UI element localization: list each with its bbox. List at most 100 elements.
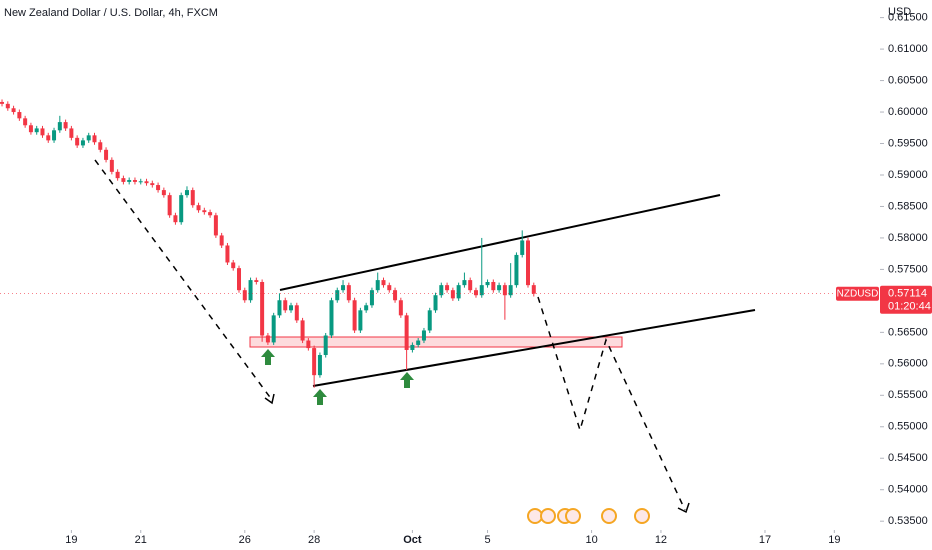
candle-body [190,190,195,206]
candle-body [306,340,311,349]
candle-body [508,285,513,296]
candle-body [265,335,270,343]
candle-body [346,285,351,301]
candle-body [468,280,473,291]
candle-body [497,285,502,291]
candle-body [57,122,62,131]
y-tick-label: 0.59000 [888,169,928,181]
y-tick-label: 0.60500 [888,74,928,86]
y-tick-label: 0.56500 [888,326,928,338]
candle-body [260,281,265,336]
y-tick-label: 0.59500 [888,137,928,149]
candle-body [231,262,236,269]
candle-body [213,215,218,236]
candle-body [173,215,178,223]
y-tick-label: 0.55500 [888,389,928,401]
candle-body [156,185,161,191]
candle-body [132,180,137,182]
candle-body [40,128,45,136]
candle-body [433,295,438,311]
up-arrow [313,389,327,405]
candle-body [352,300,357,331]
y-tick-label: 0.61500 [888,12,928,24]
y-tick-label: 0.56000 [888,358,928,370]
candle-body [294,305,299,321]
candle-body [364,305,369,311]
y-tick-label: 0.58000 [888,232,928,244]
event-icon [634,508,650,524]
candle-body [23,118,28,126]
candle-body [387,285,392,291]
candle-body [456,285,461,299]
price-box [880,285,932,314]
candle-body [115,171,120,179]
candle-body [526,240,530,286]
candle-body [329,300,334,336]
y-tick-label: 0.60000 [888,106,928,118]
x-tick-label: 19 [65,534,77,546]
x-tick-label: 5 [484,534,490,546]
up-arrow [261,349,275,365]
arrow-head [677,502,690,514]
currency: USD [888,6,911,18]
candle-body [0,101,5,104]
candle-body [381,280,386,286]
support-zone [249,336,623,348]
candle-body [375,280,380,291]
candle-body [5,103,10,109]
candle-body [421,330,426,341]
event-icon [540,508,556,524]
candle-body [98,142,103,150]
candle-body [473,290,478,296]
y-tick-label: 0.57500 [888,263,928,275]
candle-body [86,135,91,141]
candle-body [254,280,259,282]
y-tick-label: 0.55000 [888,421,928,433]
candle-body [358,310,363,331]
candle-body [46,135,51,141]
candle-body [317,355,322,376]
candle-body [335,290,340,301]
x-tick-label: 10 [585,534,597,546]
candle-body [196,205,201,211]
candle-body [202,210,207,213]
candle-body [445,285,450,291]
plot-area [0,99,536,388]
candle-body [450,290,455,299]
candle-body [393,290,398,301]
candle-body [225,245,230,263]
candle-body [144,181,149,184]
candle-body [491,281,496,291]
candle-body [341,285,346,291]
candle-body [127,180,132,182]
candle-body [161,190,166,196]
y-tick-label: 0.61000 [888,43,928,55]
candle-body [219,235,224,246]
candle-body [410,344,415,350]
signal-arrows [261,349,414,405]
candle-body [248,280,253,301]
x-tick-label: 19 [828,534,840,546]
x-tick-label: 28 [308,534,320,546]
candle-body [398,300,403,316]
event-icon [601,508,617,524]
symbol-label: NZDUSD [837,288,879,299]
drawings [94,159,756,514]
candle-body [300,320,305,341]
candle-body [184,190,189,196]
candle-body [271,315,276,343]
candle-body [514,254,519,286]
y-tick-label: 0.58500 [888,200,928,212]
candle-body [416,340,421,345]
candle-body [179,195,184,223]
countdown: 01:20:44 [888,301,931,313]
candle-body [208,212,213,216]
candle-body [121,178,126,182]
candle-body [479,285,484,296]
candle-body [52,130,57,141]
projection-path [537,296,686,511]
candle-body [312,348,317,376]
candle-body [439,285,444,296]
event-icon [527,508,543,524]
